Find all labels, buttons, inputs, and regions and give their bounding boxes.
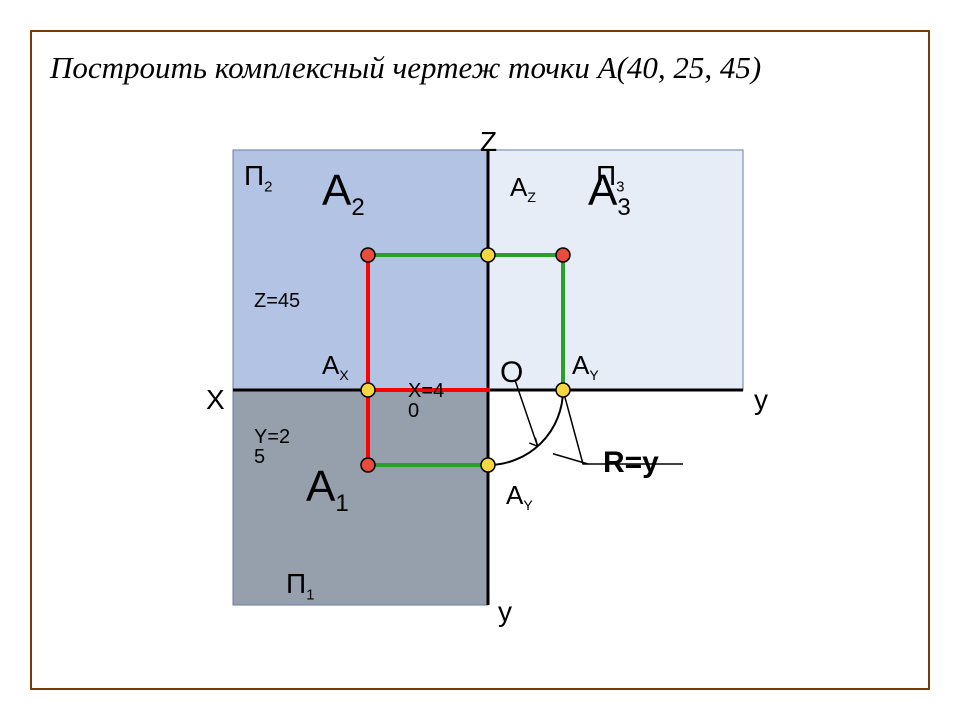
- label-A1: А1: [306, 462, 349, 518]
- label-Ax: АX: [322, 350, 349, 383]
- label-A2: А2: [322, 166, 365, 222]
- label-Ry: R=y: [603, 446, 659, 480]
- label-X40b: 0: [408, 400, 419, 423]
- label-O: O: [500, 356, 523, 390]
- label-y_b: у: [498, 596, 512, 628]
- label-y_r: у: [754, 384, 768, 416]
- label-AYr: АY: [572, 350, 599, 383]
- diagram-container: ZXууOП2П3П1А2А3А1АZАXАYАYZ=45X=40Y=25R=y: [218, 140, 818, 625]
- label-X: X: [206, 384, 225, 416]
- label-AYb: АY: [506, 480, 533, 513]
- label-Az: АZ: [510, 172, 536, 205]
- label-Y25b: 5: [254, 446, 265, 469]
- label-P2: П2: [244, 160, 272, 196]
- slide-title: Построить комплексный чертеж точки А(40,…: [50, 50, 930, 86]
- label-A3: А3: [588, 166, 631, 222]
- label-Z: Z: [480, 126, 497, 158]
- page-root: Построить комплексный чертеж точки А(40,…: [0, 0, 960, 720]
- label-Z45: Z=45: [254, 290, 300, 313]
- label-P1: П1: [286, 568, 314, 604]
